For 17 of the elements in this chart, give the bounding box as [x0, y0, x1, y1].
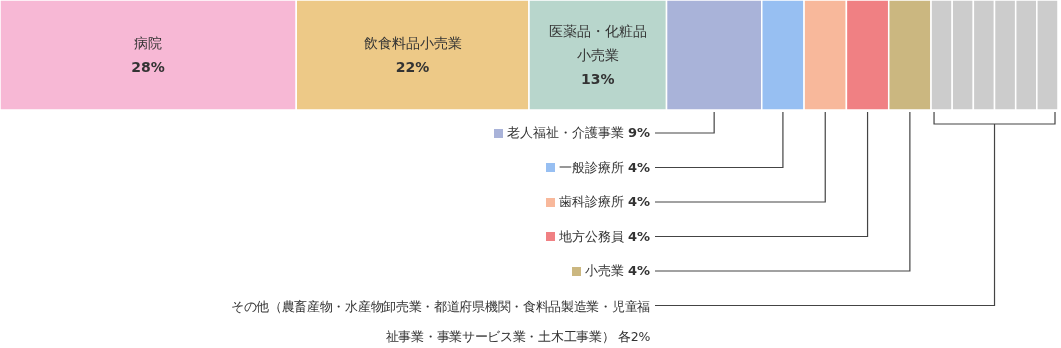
legend-label: 地方公務員 — [558, 227, 624, 246]
series-label: 病院 — [134, 34, 163, 53]
data-label: 22% — [395, 58, 430, 77]
legend-label: 歯科診療所 — [558, 193, 624, 211]
data-label: 4% — [627, 158, 650, 177]
data-label: 9% — [627, 124, 650, 142]
series-label: 医薬品・化粧品小売業 — [547, 22, 648, 65]
data-label: 4% — [627, 193, 650, 211]
data-label: 13% — [581, 70, 615, 89]
legend-label: 一般診療所 — [558, 158, 624, 177]
legend-label: 小売業 — [584, 262, 624, 280]
text: その他（農畜産物・水産物卸売業・都道府県機関・食料品製造業・児童福祉事業・事業サービス業・土木工事業） 各2% — [230, 298, 650, 344]
legend-label: 老人福祉・介護事業 — [506, 124, 624, 142]
data-label: 28% — [131, 58, 165, 77]
series-label: 飲食料品小売業 — [363, 34, 462, 53]
data-label: 4% — [627, 227, 650, 246]
data-label: 4% — [627, 262, 650, 280]
